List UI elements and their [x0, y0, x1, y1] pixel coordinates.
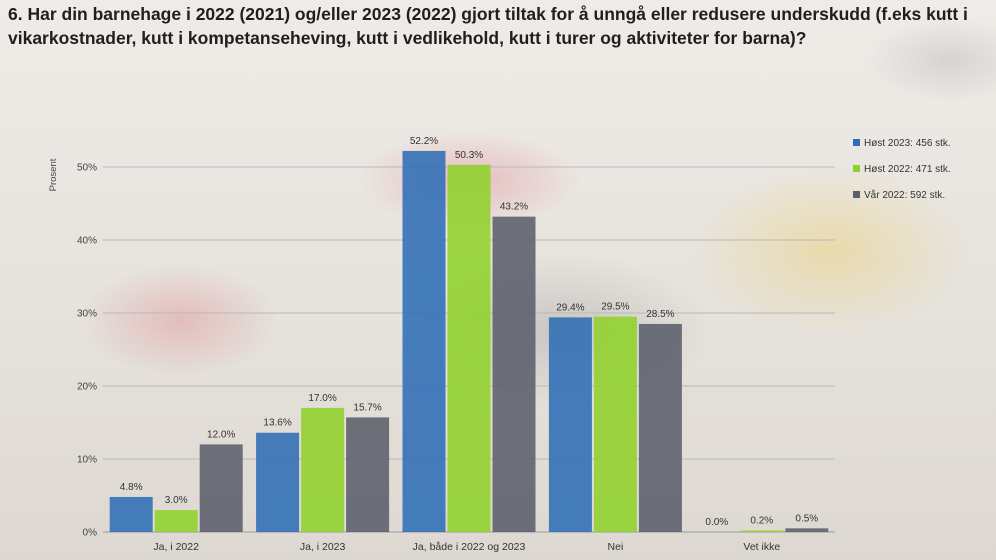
y-tick-label: 20% — [77, 382, 97, 393]
legend-entry: Høst 2023: 456 stk. — [864, 138, 951, 149]
data-label: 29.5% — [601, 302, 629, 313]
data-label: 0.0% — [705, 517, 728, 528]
x-category-label: Vet ikke — [743, 541, 780, 553]
data-label: 15.7% — [353, 402, 381, 413]
data-label: 13.6% — [263, 418, 291, 429]
data-label: 0.2% — [750, 516, 773, 527]
data-label: 0.5% — [795, 513, 818, 524]
legend-entry: Høst 2022: 471 stk. — [864, 164, 951, 175]
bar — [447, 164, 491, 532]
data-label: 29.4% — [556, 302, 584, 313]
bar — [402, 150, 446, 532]
data-label: 28.5% — [646, 309, 674, 320]
x-category-label: Ja, i 2022 — [153, 541, 199, 553]
bar — [740, 530, 784, 532]
legend-swatch — [853, 191, 860, 198]
x-category-label: Nei — [608, 541, 624, 553]
x-category-label: Ja, både i 2022 og 2023 — [413, 541, 526, 553]
data-label: 50.3% — [455, 150, 483, 161]
bar — [346, 417, 390, 532]
y-tick-label: 50% — [77, 163, 97, 174]
data-label: 17.0% — [308, 393, 336, 404]
bar — [593, 316, 637, 532]
bar — [109, 496, 153, 532]
bar — [154, 510, 198, 532]
bar — [199, 444, 243, 532]
bar — [548, 317, 592, 532]
legend-entry: Vår 2022: 592 stk. — [864, 189, 945, 201]
y-tick-label: 40% — [77, 236, 97, 247]
y-tick-label: 0% — [83, 528, 98, 539]
y-tick-label: 10% — [77, 455, 97, 466]
data-label: 12.0% — [207, 429, 235, 440]
data-label: 43.2% — [500, 202, 528, 213]
bar — [785, 528, 829, 532]
bar — [492, 216, 536, 532]
y-tick-label: 30% — [77, 309, 97, 320]
legend-swatch — [853, 139, 860, 146]
data-label: 52.2% — [410, 136, 438, 147]
bar — [301, 407, 345, 532]
y-axis-label: Prosent — [48, 158, 59, 191]
legend-swatch — [853, 165, 860, 172]
x-category-label: Ja, i 2023 — [300, 541, 346, 553]
chart-title: 6. Har din barnehage i 2022 (2021) og/el… — [8, 4, 968, 48]
data-label: 4.8% — [120, 482, 143, 493]
bar — [256, 432, 300, 532]
data-label: 3.0% — [165, 495, 188, 506]
bar — [638, 323, 682, 532]
